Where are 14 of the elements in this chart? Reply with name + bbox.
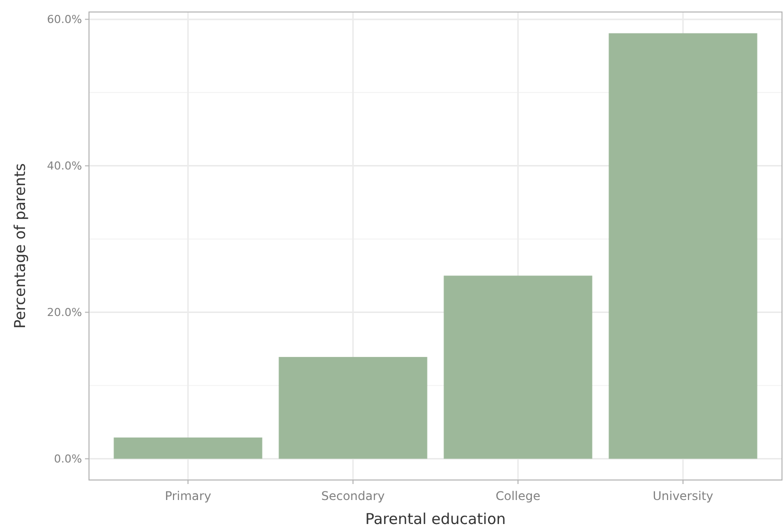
y-tick-label: 0.0% [54,452,82,466]
y-axis-title: Percentage of parents [11,163,29,329]
x-tick-label: College [496,489,540,503]
bar [444,276,592,459]
x-tick-label: University [652,489,714,503]
bar [114,438,262,459]
x-axis-title: Parental education [365,510,506,528]
x-tick-label: Primary [164,489,212,503]
bar [608,33,758,459]
y-tick-label: 20.0% [47,306,82,320]
bar [278,356,428,459]
y-tick-label: 60.0% [47,13,82,26]
y-tick-label: 40.0% [47,160,82,173]
x-tick-label: Secondary [321,489,385,503]
